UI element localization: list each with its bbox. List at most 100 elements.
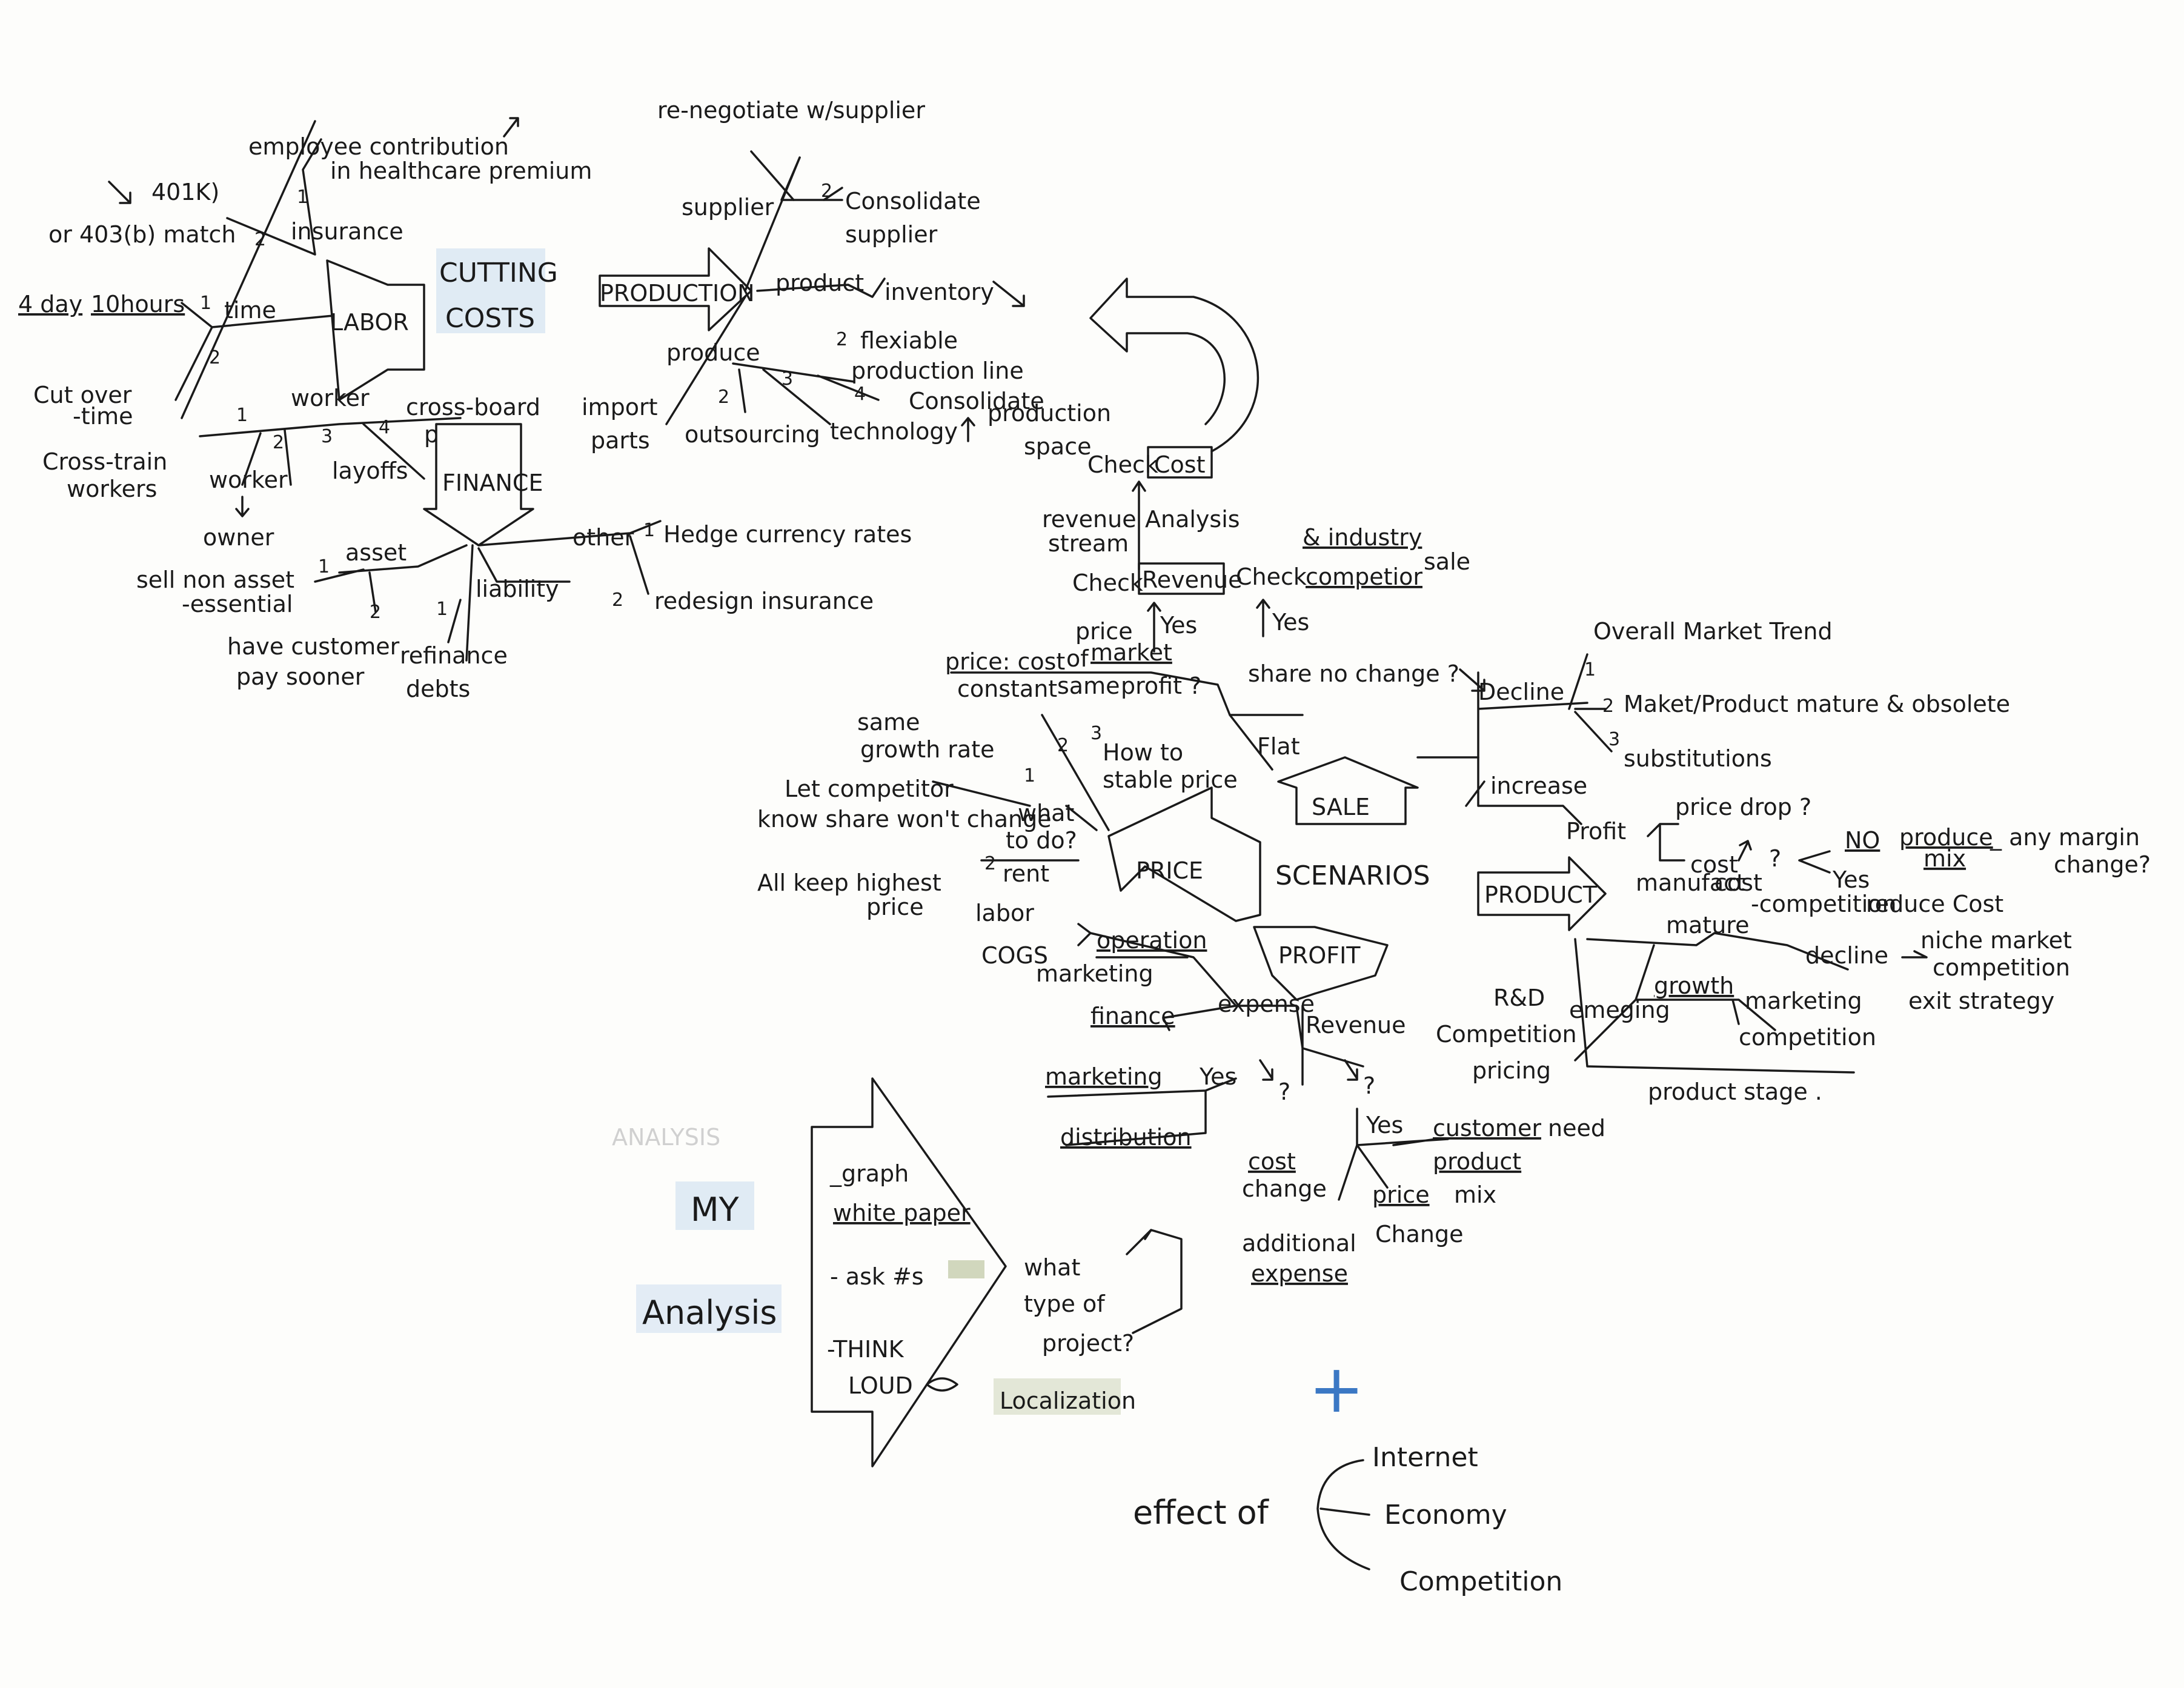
flexible-b: production line xyxy=(851,357,1024,384)
check-competitor-b: competior xyxy=(1306,563,1422,590)
worker-owner-a: worker xyxy=(209,467,288,493)
no-yes-bracket xyxy=(1798,850,1831,874)
customer-label: customer xyxy=(1433,1115,1541,1141)
share-no-change: share no change ? xyxy=(1248,660,1459,687)
exit-label: exit strategy xyxy=(1908,988,2054,1014)
produce-mix-b: mix xyxy=(1923,845,1966,872)
what-a: what xyxy=(1024,1254,1080,1281)
labor-label: LABOR xyxy=(330,309,409,336)
marketing2-label: marketing xyxy=(1045,1063,1163,1090)
price-rib-diag xyxy=(1041,714,1110,831)
cost-q-label: cost xyxy=(1690,851,1738,878)
time-rib-2 xyxy=(211,314,340,328)
profit-branch: PROFIT rent labor COGS operation marketi… xyxy=(975,860,1605,1287)
analysis-label: Analysis xyxy=(642,1294,777,1332)
check-cost-b: Cost xyxy=(1154,451,1205,478)
product-branch: PRODUCT mature decline niche market comp… xyxy=(1436,856,2072,1105)
any-margin-label: _ any margin xyxy=(1990,824,2140,851)
401k-label: 401K) xyxy=(151,179,219,205)
down-right-arrow-icon xyxy=(992,281,1025,307)
profit-q-label: profit ? xyxy=(1121,673,1201,699)
check-competitor-a: Check xyxy=(1236,563,1307,590)
other-rib xyxy=(477,520,662,595)
yes-a: Yes xyxy=(1160,612,1197,639)
loop-arrow xyxy=(1089,277,1260,453)
flat-label: Flat xyxy=(1257,733,1300,760)
down-arrow-icon xyxy=(108,181,131,204)
effect-bracket xyxy=(1316,1459,1370,1570)
up-arrow-icon xyxy=(1256,599,1270,637)
increase-label: increase xyxy=(1490,773,1587,799)
price-change-b: Change xyxy=(1375,1221,1464,1248)
layoffs-label: layoffs xyxy=(332,457,408,484)
know-share: know share won't change xyxy=(757,806,1052,832)
finance-branch: FINANCE asset 1 sell non asset -essentia… xyxy=(136,423,912,702)
think-label: -THINK xyxy=(827,1336,904,1363)
supplier-label: supplier xyxy=(682,194,774,221)
industry-label: & industry xyxy=(1303,524,1422,551)
rib-number: 2 xyxy=(1602,696,1614,717)
rib-number: 1 xyxy=(236,405,248,426)
profit-label: PROFIT xyxy=(1278,942,1361,969)
reduce-cost-label: reduce Cost xyxy=(1866,891,2003,917)
price-market-a: price xyxy=(1075,618,1133,645)
marketing-label: marketing xyxy=(1036,960,1153,987)
up-arrow-icon xyxy=(1132,480,1146,571)
all-keep-a: All keep highest xyxy=(757,869,941,896)
rib-number: 2 xyxy=(1057,735,1069,756)
import-b: parts xyxy=(591,427,650,454)
what-to-do-a: what xyxy=(1018,800,1074,826)
profit-label: Profit xyxy=(1566,818,1626,845)
additional-b: expense xyxy=(1251,1260,1348,1287)
product-spine xyxy=(1574,932,1855,1074)
labor-spine xyxy=(181,120,316,419)
rib-number: 4 xyxy=(854,384,866,405)
competition-label: Competition xyxy=(1399,1566,1562,1597)
effect-node: + effect of Internet Economy Competition xyxy=(1133,1350,1562,1597)
how-to-a: How to xyxy=(1103,739,1183,766)
scenarios-label: SCENARIOS xyxy=(1275,860,1430,891)
let-competitor: Let competitor xyxy=(785,776,954,802)
production-arrow xyxy=(599,247,752,331)
q-label: ? xyxy=(1769,845,1781,872)
cost-change-a: cost xyxy=(1248,1148,1296,1175)
product-label: product xyxy=(775,270,864,296)
yes-b: Yes xyxy=(1272,609,1309,636)
sell-non-asset-a: sell non asset xyxy=(136,567,294,593)
cutting-label: CUTTING xyxy=(439,258,558,288)
worker-rib xyxy=(199,417,462,437)
revenue-stream-b: stream xyxy=(1048,530,1129,557)
employee-contribution: employee contribution xyxy=(248,133,509,160)
pricing-label: pricing xyxy=(1472,1057,1551,1084)
product-arrow xyxy=(1477,856,1607,931)
how-to-b: stable price xyxy=(1103,766,1238,793)
labor-branch: LABOR employee contribution in healthcar… xyxy=(18,117,592,551)
cutting-costs-node: CUTTING COSTS xyxy=(436,248,558,334)
rib-number: 1 xyxy=(200,293,211,314)
sale-label: SALE xyxy=(1312,794,1370,820)
rib-number: 3 xyxy=(1090,723,1102,744)
mix-label: mix xyxy=(1454,1181,1496,1208)
increase-rib xyxy=(1465,756,1582,825)
produce-rib xyxy=(665,296,855,425)
rib-number: 1 xyxy=(1584,659,1596,680)
marketing-label: marketing xyxy=(1745,988,1862,1014)
analysis-label: Analysis xyxy=(1145,506,1240,533)
same-label: same xyxy=(1057,673,1120,699)
workers-label: workers xyxy=(67,476,157,502)
expense-label: expense xyxy=(1218,991,1315,1017)
internet-label: Internet xyxy=(1372,1442,1478,1473)
liability-label: liability xyxy=(476,576,559,602)
cut-over-label: Cut over xyxy=(33,382,132,408)
overall-label: Overall Market Trend xyxy=(1593,618,1833,645)
consolidate-supplier-b: supplier xyxy=(845,221,938,248)
inventory-label: inventory xyxy=(885,279,994,305)
consolidate-space-c: space xyxy=(1024,433,1091,460)
sale-label: sale xyxy=(1424,548,1470,575)
competition-label: -competition xyxy=(1751,891,1897,917)
cross-board-label: cross-board xyxy=(406,394,540,420)
price-label: PRICE xyxy=(1136,857,1203,884)
rib-number: 1 xyxy=(436,599,448,620)
my-analysis-node: ANALYSIS MY Analysis _graph white paper … xyxy=(612,1077,1183,1467)
liability-rib xyxy=(447,547,571,643)
